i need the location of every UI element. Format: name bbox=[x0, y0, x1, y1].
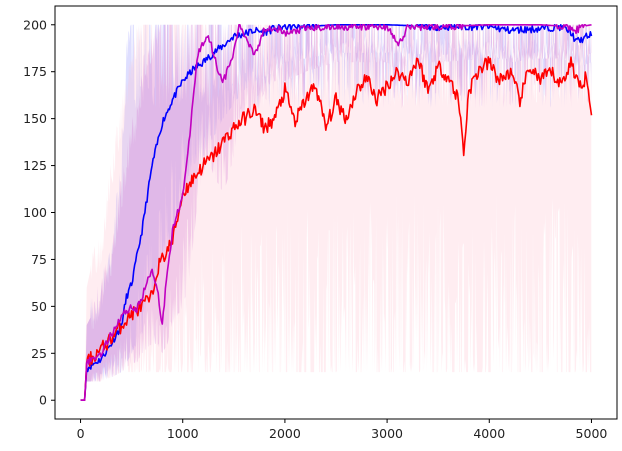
x-tick-label: 4000 bbox=[473, 426, 505, 441]
variance-bands bbox=[80, 24, 592, 401]
y-tick-label: 150 bbox=[23, 111, 47, 126]
band-blue bbox=[80, 24, 592, 401]
series-line-red bbox=[80, 56, 593, 401]
series-line-magenta bbox=[80, 24, 592, 401]
y-tick-label: 200 bbox=[23, 17, 47, 32]
y-axis: 0 25 50 75 100 125 150 175 200 bbox=[23, 17, 55, 408]
x-tick-label: 1000 bbox=[167, 426, 199, 441]
y-tick-label: 50 bbox=[31, 299, 47, 314]
band-magenta bbox=[80, 24, 592, 401]
y-tick-label: 75 bbox=[31, 252, 47, 267]
y-tick-label: 125 bbox=[23, 158, 47, 173]
band-red bbox=[80, 24, 592, 401]
x-axis: 0 1000 2000 3000 4000 5000 bbox=[77, 419, 608, 441]
y-tick-label: 25 bbox=[31, 346, 47, 361]
series-line-blue bbox=[80, 24, 593, 401]
x-tick-label: 3000 bbox=[371, 426, 403, 441]
y-tick-label: 175 bbox=[23, 64, 47, 79]
y-tick-label: 0 bbox=[39, 393, 47, 408]
x-tick-label: 5000 bbox=[576, 426, 608, 441]
series-lines bbox=[80, 24, 593, 401]
x-tick-label: 2000 bbox=[269, 426, 301, 441]
x-tick-label: 0 bbox=[77, 426, 85, 441]
y-tick-label: 100 bbox=[23, 205, 47, 220]
